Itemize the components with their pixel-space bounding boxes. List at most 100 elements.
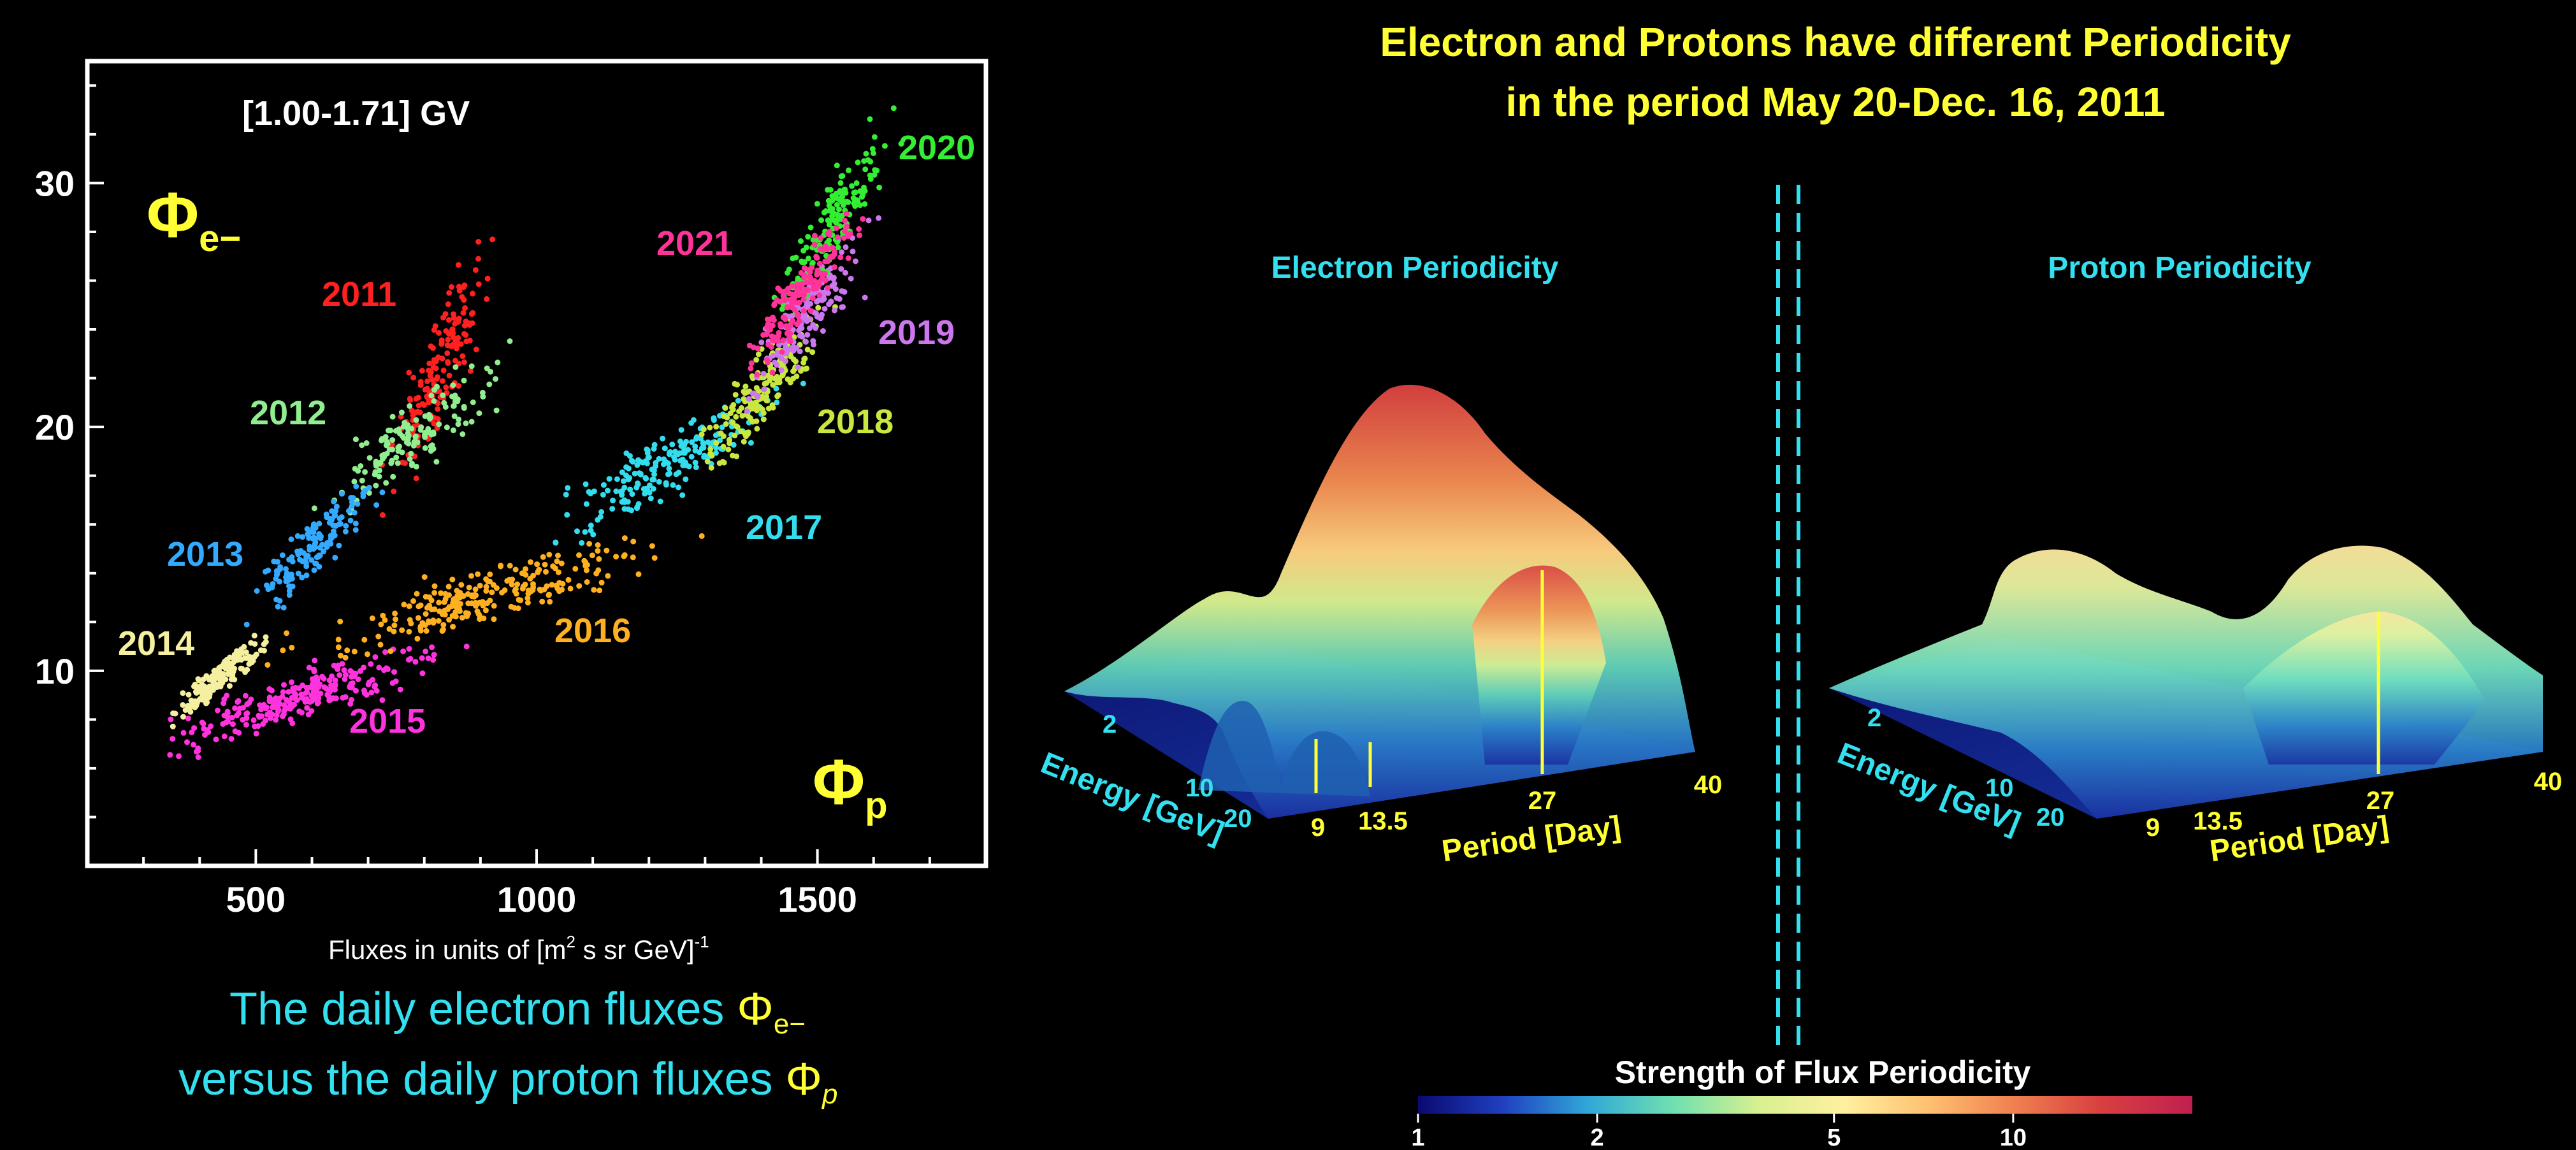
data-point [387,648,394,654]
data-point [286,577,292,583]
data-point [507,338,513,344]
data-point [180,714,186,720]
data-point [185,691,192,698]
data-point [441,599,447,605]
data-point [407,656,414,662]
data-point [333,522,339,529]
data-point [426,618,432,624]
data-point [794,311,800,317]
data-point [424,378,431,384]
data-point [814,271,820,278]
data-point [584,579,590,585]
data-point [635,480,640,487]
data-point [841,234,847,241]
colorbar-tick-label: 5 [1827,1125,1841,1150]
data-point [284,571,290,577]
data-point [840,304,846,310]
data-point [243,621,250,628]
data-point [774,362,780,368]
data-point [606,476,612,482]
data-point [673,471,679,477]
data-point [384,666,391,672]
data-point [798,238,804,244]
data-point [748,365,754,371]
data-point [831,264,837,270]
data-point [409,407,415,413]
data-point [582,529,588,535]
data-point [218,673,224,679]
data-point [750,344,756,350]
data-point [493,407,500,413]
data-point [449,284,454,290]
data-point [830,212,836,218]
data-point [845,255,851,261]
data-point [540,554,546,560]
data-point [489,589,495,596]
data-point [773,385,779,392]
data-point [408,450,414,457]
data-point [739,405,744,411]
data-point [422,445,428,451]
data-point [423,594,429,600]
data-point [666,465,672,471]
data-point [321,548,327,554]
data-point [180,690,186,696]
data-point [442,607,448,614]
data-point [493,376,498,382]
data-point [428,607,435,613]
data-point [424,393,430,399]
data-point [779,306,785,312]
data-point [760,370,767,377]
proton-period-tick-13-5: 13.5 [2193,807,2243,835]
data-point [489,236,496,243]
data-point [625,465,632,471]
data-point [407,396,413,402]
data-point [189,730,195,735]
data-point [450,382,456,389]
data-point [313,561,319,567]
data-point [405,440,412,447]
energy-range-label: [1.00-1.71] GV [242,94,470,133]
data-point [839,249,845,255]
y-tick-label: 10 [35,651,75,691]
data-point [295,570,301,577]
data-point [833,225,839,231]
data-point [804,279,810,285]
data-point [443,384,449,391]
data-point [796,299,802,306]
data-point [406,603,412,610]
data-point [850,248,856,255]
data-point [850,195,857,201]
data-point [749,373,755,379]
data-point [726,436,732,443]
data-point [365,651,370,658]
data-point [348,696,354,703]
data-point [670,482,676,488]
data-point [342,694,349,700]
data-point [226,683,233,689]
data-point [221,733,228,740]
data-point [417,602,424,608]
data-point [337,521,344,527]
data-point [822,258,829,264]
data-point [455,421,461,428]
data-point [807,269,813,275]
data-point [277,564,284,570]
data-point [368,689,375,696]
data-point [719,424,725,431]
data-point [254,588,260,594]
data-point [382,649,388,655]
data-point [421,574,428,580]
data-point [460,310,467,316]
data-point [397,686,403,693]
data-point [449,613,456,619]
data-point [243,711,249,717]
data-point [248,640,254,646]
year-label-2020: 2020 [899,129,975,167]
data-point [355,676,361,682]
data-point [600,492,606,498]
data-point [475,239,482,245]
data-point [780,337,786,343]
data-point [759,406,765,413]
data-point [446,290,452,296]
